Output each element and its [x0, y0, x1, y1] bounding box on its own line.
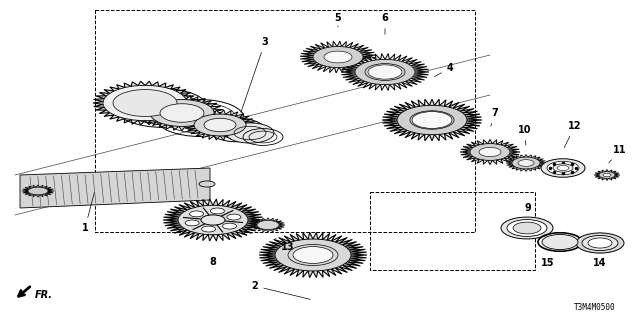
Ellipse shape — [355, 60, 415, 84]
Polygon shape — [140, 95, 224, 131]
Ellipse shape — [541, 159, 585, 177]
Ellipse shape — [204, 118, 236, 132]
Text: 8: 8 — [209, 257, 216, 267]
Text: 15: 15 — [541, 258, 555, 268]
Ellipse shape — [189, 211, 204, 217]
Polygon shape — [594, 170, 620, 180]
Ellipse shape — [211, 208, 225, 214]
Ellipse shape — [227, 214, 241, 220]
Ellipse shape — [160, 104, 204, 122]
Polygon shape — [184, 110, 256, 140]
Ellipse shape — [557, 165, 569, 171]
Ellipse shape — [513, 222, 541, 234]
Ellipse shape — [588, 238, 612, 248]
Ellipse shape — [470, 144, 510, 160]
Text: 12: 12 — [564, 121, 582, 148]
Ellipse shape — [576, 233, 624, 253]
Text: 2: 2 — [252, 281, 310, 299]
Ellipse shape — [368, 65, 402, 79]
Text: FR.: FR. — [35, 290, 53, 300]
Text: 3: 3 — [241, 37, 268, 112]
Ellipse shape — [202, 226, 216, 232]
Ellipse shape — [103, 85, 187, 121]
Ellipse shape — [201, 215, 225, 225]
Text: 7: 7 — [491, 108, 499, 126]
Polygon shape — [20, 168, 210, 208]
Ellipse shape — [275, 239, 351, 271]
Ellipse shape — [226, 123, 274, 143]
Ellipse shape — [178, 205, 248, 235]
Text: 10: 10 — [518, 125, 532, 145]
Ellipse shape — [257, 220, 279, 230]
Ellipse shape — [194, 114, 246, 136]
Ellipse shape — [28, 187, 48, 195]
Text: T3M4M0500: T3M4M0500 — [574, 303, 616, 313]
Ellipse shape — [412, 112, 452, 128]
Ellipse shape — [603, 173, 611, 177]
Ellipse shape — [150, 100, 214, 126]
Ellipse shape — [599, 172, 615, 178]
Ellipse shape — [113, 90, 177, 116]
Ellipse shape — [512, 157, 540, 169]
Polygon shape — [460, 140, 520, 164]
Ellipse shape — [201, 215, 225, 225]
Ellipse shape — [518, 160, 534, 166]
Text: 11: 11 — [609, 145, 627, 163]
Text: 4: 4 — [435, 63, 453, 77]
Polygon shape — [341, 53, 429, 91]
Text: 13: 13 — [275, 238, 295, 252]
Ellipse shape — [479, 148, 501, 156]
Ellipse shape — [223, 223, 237, 229]
Ellipse shape — [547, 161, 579, 175]
Ellipse shape — [397, 105, 467, 135]
Text: 1: 1 — [82, 193, 94, 233]
Ellipse shape — [501, 217, 553, 239]
Text: 5: 5 — [335, 13, 341, 27]
Ellipse shape — [185, 220, 199, 226]
Polygon shape — [93, 81, 197, 125]
Ellipse shape — [553, 164, 573, 172]
Ellipse shape — [293, 247, 333, 263]
Text: 9: 9 — [525, 203, 531, 213]
Text: 14: 14 — [593, 258, 607, 268]
Polygon shape — [259, 232, 367, 278]
Text: 6: 6 — [381, 13, 388, 34]
Ellipse shape — [199, 181, 215, 187]
Ellipse shape — [324, 51, 352, 63]
Ellipse shape — [582, 236, 618, 251]
Polygon shape — [163, 199, 263, 241]
Polygon shape — [382, 99, 482, 141]
Ellipse shape — [507, 220, 547, 236]
Polygon shape — [22, 185, 54, 197]
Polygon shape — [251, 218, 285, 232]
Polygon shape — [506, 155, 546, 172]
Polygon shape — [300, 41, 376, 73]
Ellipse shape — [313, 46, 363, 68]
Ellipse shape — [542, 235, 578, 250]
